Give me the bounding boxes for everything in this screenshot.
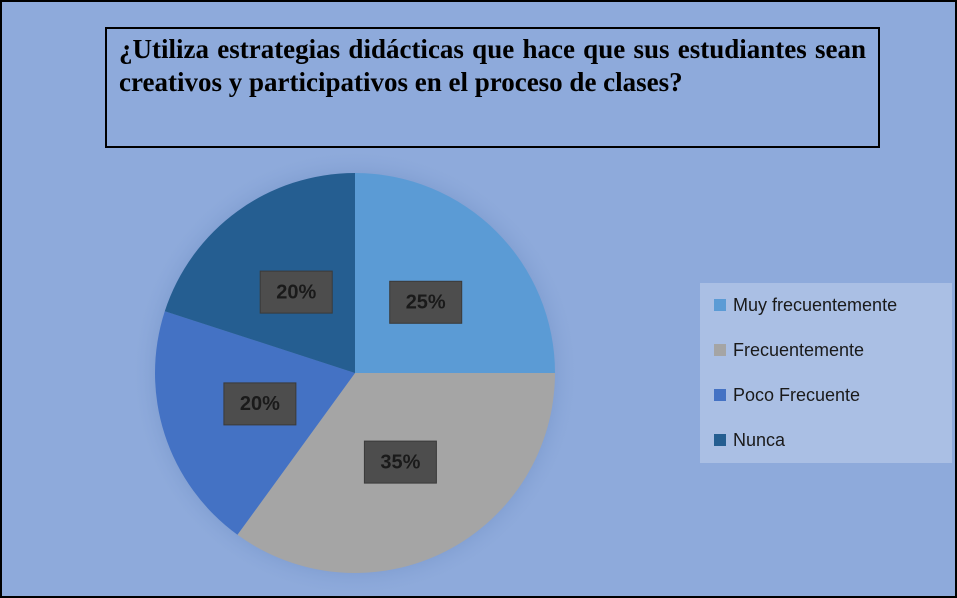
data-label: 35% (380, 451, 420, 473)
chart-title: ¿Utiliza estrategias didácticas que hace… (105, 27, 880, 148)
label-box (259, 270, 333, 314)
label-box (363, 440, 437, 484)
data-label: 25% (406, 292, 446, 314)
legend-label: Nunca (733, 430, 786, 450)
data-label: 20% (276, 281, 316, 303)
legend-box (700, 283, 952, 463)
legend-marker (714, 344, 726, 356)
legend-label: Muy frecuentemente (733, 295, 897, 315)
legend-marker (714, 299, 726, 311)
legend-label: Frecuentemente (733, 340, 864, 360)
legend-marker (714, 434, 726, 446)
data-label: 20% (240, 393, 280, 415)
legend-label: Poco Frecuente (733, 385, 860, 405)
label-box (389, 280, 463, 324)
label-box (223, 382, 297, 426)
legend-marker (714, 389, 726, 401)
